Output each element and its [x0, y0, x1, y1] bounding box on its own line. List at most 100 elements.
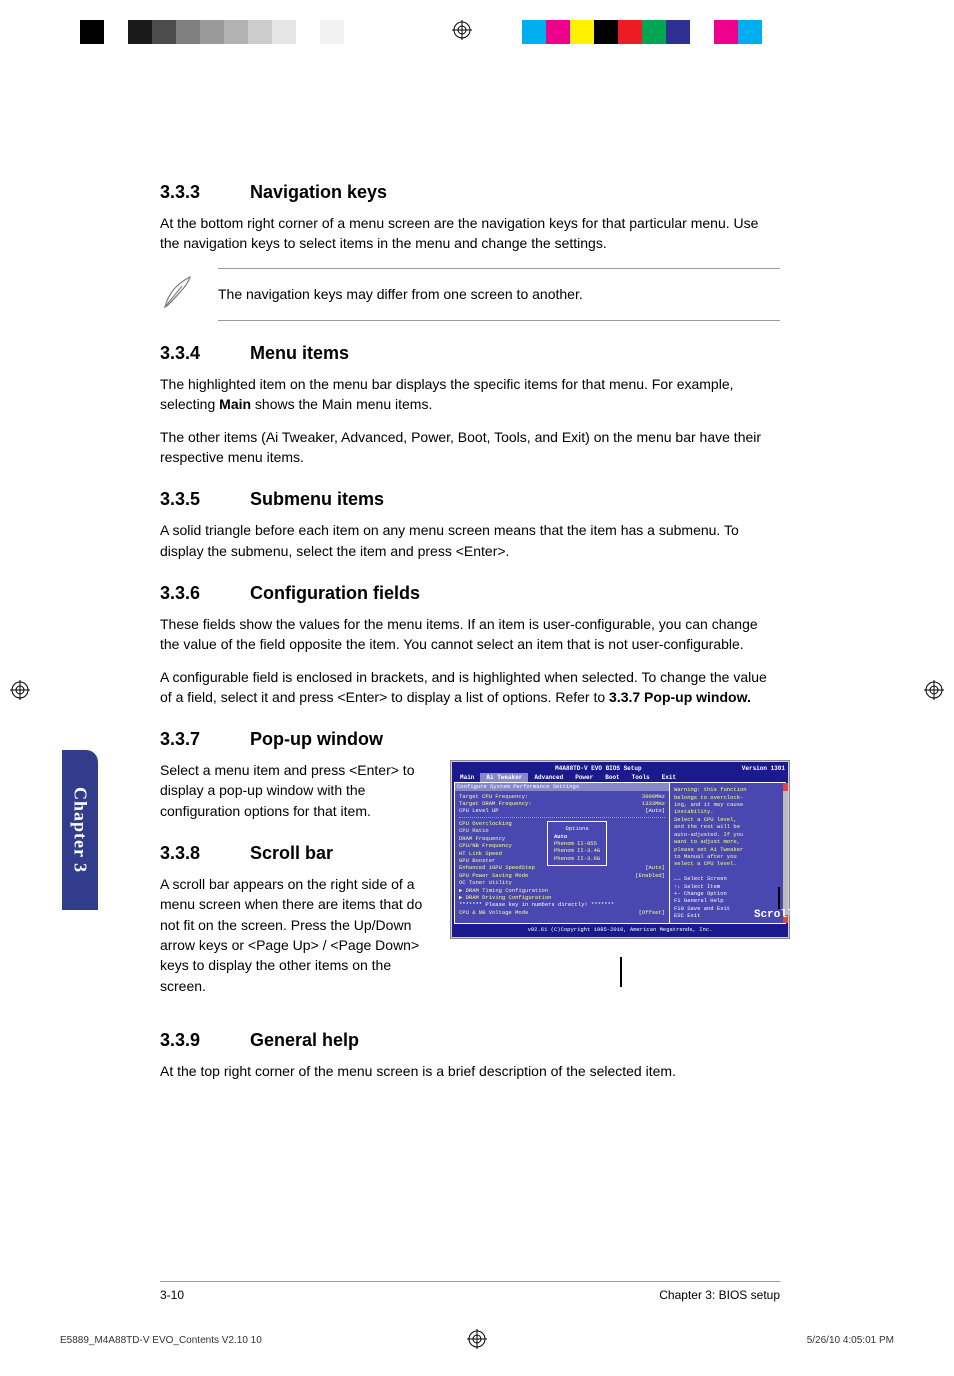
page-content: 3.3.3Navigation keys At the bottom right… — [160, 160, 780, 1302]
color-patch — [738, 20, 762, 44]
p-334-1: The highlighted item on the menu bar dis… — [160, 374, 780, 415]
p-336-2: A configurable field is enclosed in brac… — [160, 667, 780, 708]
footer-chapter: Chapter 3: BIOS setup — [659, 1288, 780, 1302]
bios-menu-item: Tools — [626, 773, 656, 782]
registration-mark-right — [924, 680, 944, 700]
bios-help-line: please set Ai Tweaker — [674, 846, 781, 853]
callout-line-popup — [620, 957, 622, 987]
bios-help-line: F1 General Help — [674, 897, 781, 904]
footer-page-num: 3-10 — [160, 1288, 184, 1302]
color-patch — [522, 20, 546, 44]
bios-menu-item: Ai Tweaker — [480, 773, 528, 782]
color-patch — [618, 20, 642, 44]
bios-row: Target DRAM Frequency:1333MHz — [459, 800, 665, 807]
bios-help-line — [674, 868, 781, 875]
p-336-1: These fields show the values for the men… — [160, 614, 780, 655]
bios-row: CPU Level UP[Auto] — [459, 807, 665, 814]
p-337-1: Select a menu item and press <Enter> to … — [160, 760, 430, 821]
bios-help-line: instability. — [674, 808, 781, 815]
bios-popup: Options AutoPhenom II-955Phenom II-3.4GP… — [547, 821, 607, 866]
bios-left-pane: Configure System Performance Settings Ta… — [455, 783, 670, 923]
bios-menu-item: Main — [454, 773, 480, 782]
color-patch — [546, 20, 570, 44]
registration-mark-top — [452, 20, 472, 40]
p-338-1: A scroll bar appears on the right side o… — [160, 874, 430, 996]
heading-336: 3.3.6Configuration fields — [160, 583, 780, 604]
bios-help-line: +- Change Option — [674, 890, 781, 897]
bios-popup-option: Auto — [554, 833, 600, 840]
print-date: 5/26/10 4:05:01 PM — [807, 1335, 894, 1346]
gray-patch — [128, 20, 152, 44]
chapter-side-tab: Chapter 3 — [62, 750, 98, 910]
heading-339: 3.3.9General help — [160, 1030, 780, 1051]
bios-help-line: select a CPU level. — [674, 860, 781, 867]
p-339-1: At the top right corner of the menu scre… — [160, 1061, 780, 1081]
bios-help-line: ←→ Select Screen — [674, 875, 781, 882]
gray-patch — [296, 20, 320, 44]
bios-help-pane: Warning: this functionbelongs to overclo… — [670, 783, 785, 923]
bios-help-line: want to adjust more, — [674, 838, 781, 845]
color-patch — [690, 20, 714, 44]
bios-copyright: v02.61 (C)Copyright 1985-2010, American … — [454, 924, 786, 935]
color-patch — [714, 20, 738, 44]
heading-333: 3.3.3Navigation keys — [160, 182, 780, 203]
bios-menu-item: Boot — [599, 773, 625, 782]
gray-patch — [200, 20, 224, 44]
p-333-1: At the bottom right corner of a menu scr… — [160, 213, 780, 254]
print-file: E5889_M4A88TD-V EVO_Contents V2.10 10 — [60, 1335, 262, 1346]
note-icon — [160, 272, 200, 317]
gray-patch — [224, 20, 248, 44]
gray-patch — [152, 20, 176, 44]
note-333-text: The navigation keys may differ from one … — [218, 285, 780, 305]
bios-menu-item: Power — [569, 773, 599, 782]
gray-patch — [248, 20, 272, 44]
note-333: The navigation keys may differ from one … — [160, 268, 780, 322]
bios-help-line: ing, and it may cause — [674, 801, 781, 808]
bios-help-line: to Manual after you — [674, 853, 781, 860]
bios-popup-option: Phenom II-955 — [554, 840, 600, 847]
bios-menu-item: Advanced — [528, 773, 569, 782]
color-patch — [594, 20, 618, 44]
bios-row: ▶ DRAM Driving Configuration — [459, 894, 665, 901]
heading-334: 3.3.4Menu items — [160, 343, 780, 364]
gray-patch — [104, 20, 128, 44]
bios-help-line: ↑↓ Select Item — [674, 883, 781, 890]
label-scroll-bar: Scroll bar — [754, 909, 820, 921]
grayscale-patches — [80, 20, 344, 44]
chapter-side-tab-text: Chapter 3 — [70, 787, 91, 873]
color-patches — [522, 20, 762, 44]
bios-row: Target CPU Frequency:3000MHz — [459, 793, 665, 800]
color-patch — [666, 20, 690, 44]
bios-row: CPU & NB Voltage Mode[Offset] — [459, 909, 665, 916]
bios-row: GPU Power Saving Mode[Enabled] — [459, 872, 665, 879]
bios-popup-option: Phenom II-3.6G — [554, 855, 600, 862]
print-footer: E5889_M4A88TD-V EVO_Contents V2.10 10 5/… — [60, 1335, 894, 1346]
p-335-1: A solid triangle before each item on any… — [160, 520, 780, 561]
bios-scrollbar — [783, 783, 788, 923]
bios-popup-option: Phenom II-3.4G — [554, 847, 600, 854]
bios-help-line: auto-adjusted. If you — [674, 831, 781, 838]
p-334-2: The other items (Ai Tweaker, Advanced, P… — [160, 427, 780, 468]
heading-338: 3.3.8Scroll bar — [160, 843, 430, 864]
gray-patch — [176, 20, 200, 44]
label-popup-window: Pop-up window — [450, 989, 790, 1001]
gray-patch — [80, 20, 104, 44]
gray-patch — [320, 20, 344, 44]
bios-help-line: and the rest will be — [674, 823, 781, 830]
bios-screenshot: M4A88TD-V EVO BIOS Setup Version 1301 Ma… — [450, 760, 790, 1001]
bios-help-line: Warning: this function — [674, 786, 781, 793]
page-footer: 3-10 Chapter 3: BIOS setup — [160, 1281, 780, 1302]
color-patch — [642, 20, 666, 44]
heading-335: 3.3.5Submenu items — [160, 489, 780, 510]
bios-row: OC Tuner Utility — [459, 879, 665, 886]
registration-mark-left — [10, 680, 30, 700]
bios-titlebar: M4A88TD-V EVO BIOS Setup Version 1301 — [454, 764, 786, 773]
bios-row: ▶ DRAM Timing Configuration — [459, 887, 665, 894]
heading-337: 3.3.7Pop-up window — [160, 729, 780, 750]
bios-help-line: belongs to overclock- — [674, 794, 781, 801]
bios-row: ******* Please key in numbers directly! … — [459, 901, 665, 908]
bios-menu-item: Exit — [656, 773, 682, 782]
bios-menubar: MainAi TweakerAdvancedPowerBootToolsExit — [454, 773, 786, 782]
callout-line-scrollbar — [778, 887, 780, 909]
bios-help-line: Select a CPU level, — [674, 816, 781, 823]
